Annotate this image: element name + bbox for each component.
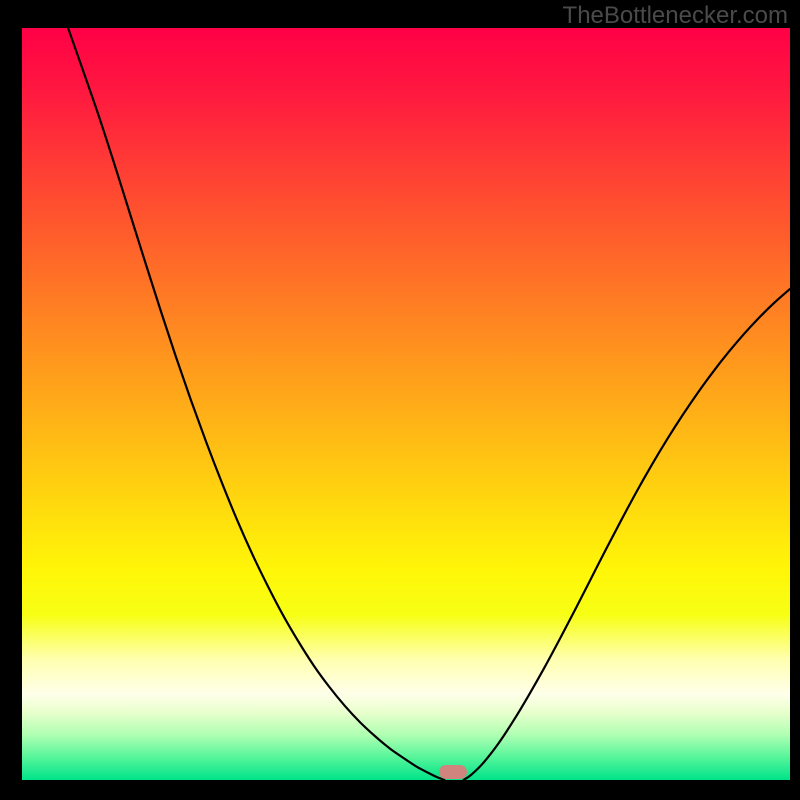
bottleneck-curve [22, 28, 790, 780]
bottleneck-chart [22, 28, 790, 780]
optimal-point-marker [439, 765, 467, 779]
bottleneck-curve-path [68, 28, 790, 780]
watermark-text: TheBottlenecker.com [563, 2, 788, 30]
